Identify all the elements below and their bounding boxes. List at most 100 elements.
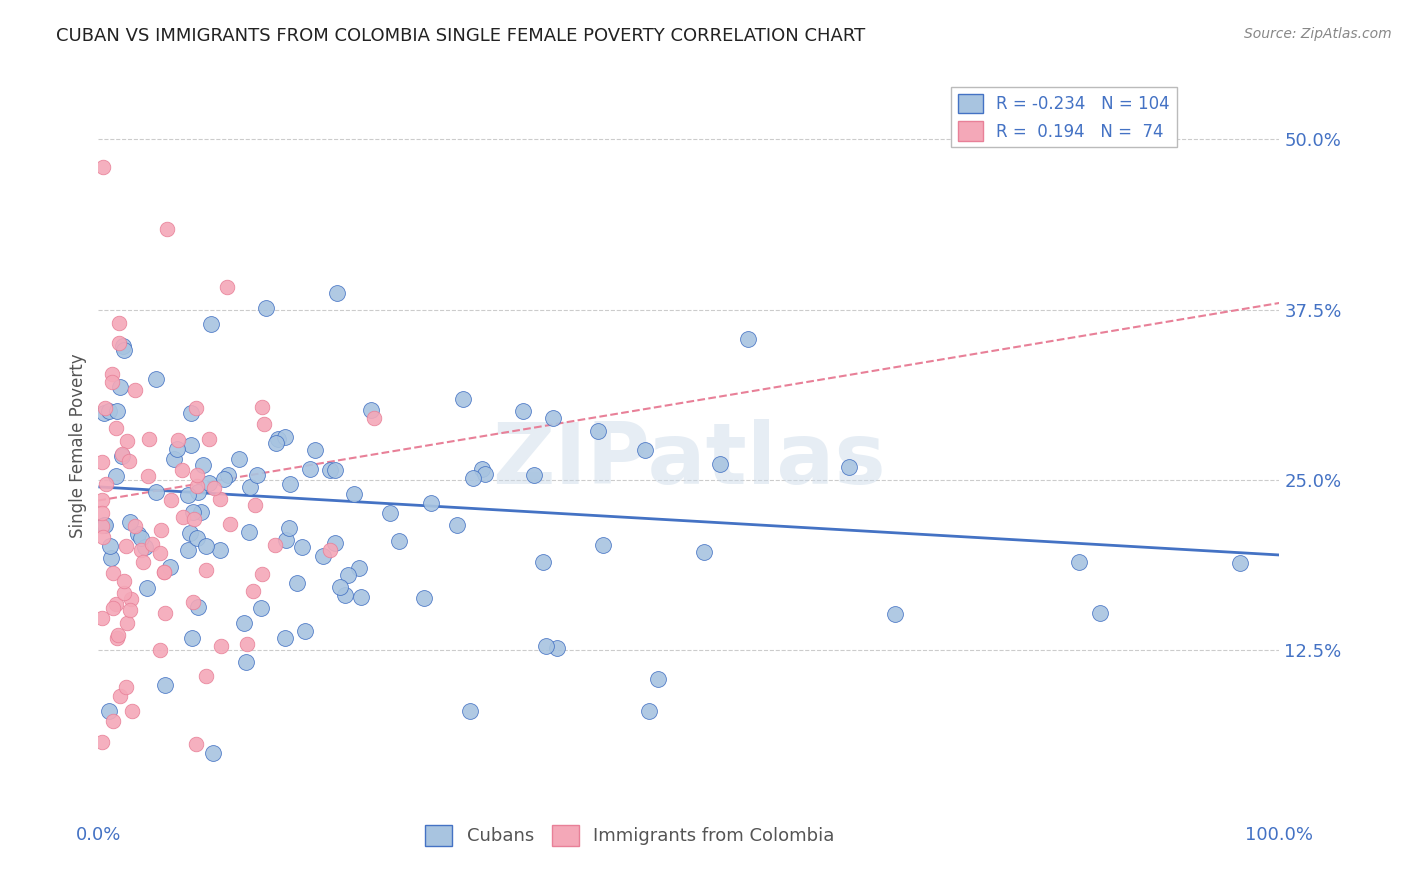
Point [198,432,221,446]
Point [323,536,346,550]
Point [112,586,135,600]
Point [120,603,142,617]
Point [118,454,141,468]
Point [138,433,160,447]
Point [129,531,152,545]
Point [153,678,176,692]
Point [98,704,121,718]
Point [155,221,177,235]
Point [112,574,135,588]
Point [101,566,124,581]
Point [233,615,256,630]
Point [91,519,114,533]
Point [647,672,669,686]
Point [250,401,273,415]
Point [166,442,188,457]
Point [91,530,114,544]
Point [360,403,382,417]
Point [200,318,222,332]
Point [179,526,201,541]
Point [115,434,138,448]
Point [323,463,346,477]
Point [149,546,172,560]
Point [512,404,534,418]
Point [209,639,232,653]
Point [638,704,661,718]
Point [388,533,411,548]
Point [91,611,114,625]
Point [541,410,564,425]
Point [350,590,373,604]
Point [112,339,135,353]
Point [471,462,494,476]
Point [333,588,356,602]
Y-axis label: Single Female Poverty: Single Female Poverty [69,354,87,538]
Point [107,628,129,642]
Point [98,539,121,553]
Point [160,492,183,507]
Point [93,518,115,533]
Point [202,746,225,760]
Point [253,417,276,432]
Point [187,600,209,615]
Point [94,477,117,491]
Point [107,632,129,646]
Point [278,477,301,491]
Point [326,285,349,300]
Point [267,432,290,446]
Point [474,467,496,482]
Point [153,566,176,580]
Point [167,434,190,448]
Point [101,375,124,389]
Point [108,379,131,393]
Point [1088,607,1111,621]
Point [100,550,122,565]
Point [184,737,207,751]
Point [105,404,128,418]
Point [190,505,212,519]
Point [115,539,138,553]
Point [118,515,141,529]
Point [108,336,131,351]
Point [208,543,231,558]
Point [343,486,366,500]
Point [378,506,401,520]
Point [121,704,143,718]
Point [195,539,218,553]
Point [419,496,441,510]
Point [124,384,146,398]
Point [163,452,186,467]
Point [214,472,236,486]
Point [337,568,360,582]
Point [294,624,316,639]
Point [446,517,468,532]
Point [291,540,314,554]
Point [299,462,322,476]
Point [191,458,214,472]
Text: ZIPatlas: ZIPatlas [492,419,886,502]
Point [120,591,142,606]
Point [278,521,301,535]
Point [693,545,716,559]
Point [159,560,181,574]
Point [101,367,124,381]
Point [135,581,157,595]
Point [132,555,155,569]
Point [131,542,153,557]
Point [107,316,129,330]
Point [194,669,217,683]
Point [264,435,287,450]
Point [124,518,146,533]
Point [319,542,342,557]
Point [181,505,204,519]
Point [181,632,204,646]
Point [461,471,484,485]
Text: Source: ZipAtlas.com: Source: ZipAtlas.com [1244,27,1392,41]
Text: CUBAN VS IMMIGRANTS FROM COLOMBIA SINGLE FEMALE POVERTY CORRELATION CHART: CUBAN VS IMMIGRANTS FROM COLOMBIA SINGLE… [56,27,866,45]
Point [311,549,333,563]
Legend: Cubans, Immigrants from Colombia: Cubans, Immigrants from Colombia [418,818,842,853]
Point [246,467,269,482]
Point [349,561,371,575]
Point [183,512,205,526]
Point [184,401,207,416]
